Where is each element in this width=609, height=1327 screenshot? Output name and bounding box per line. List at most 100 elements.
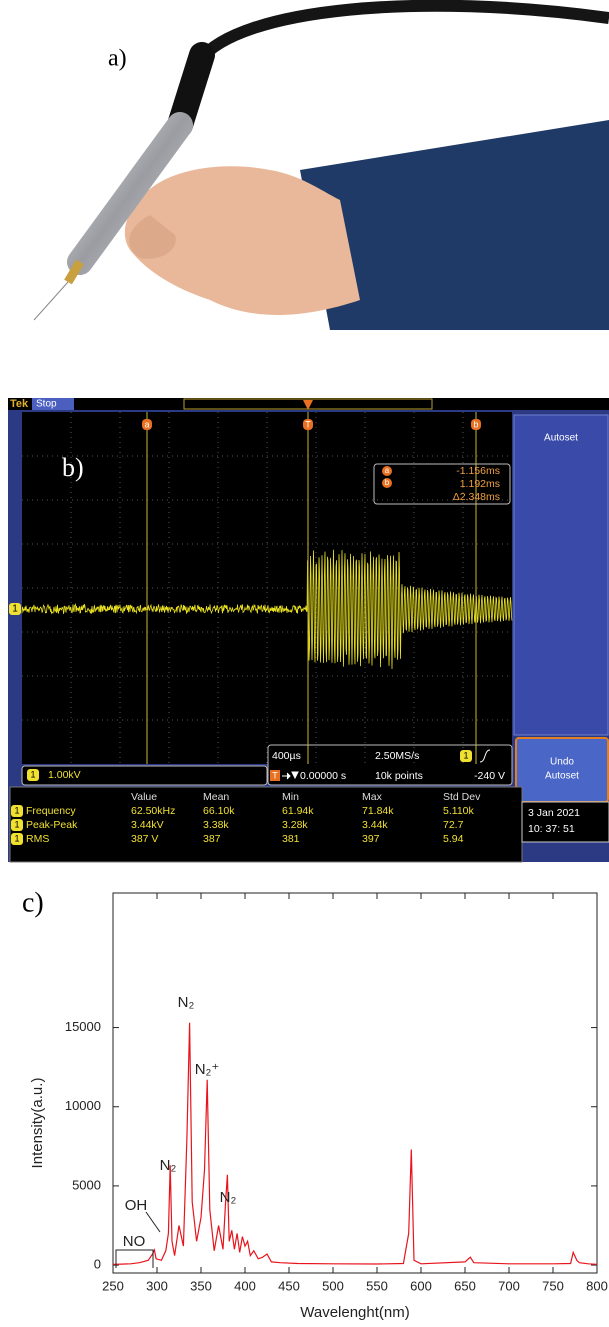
trigger-icon (270, 770, 280, 781)
vertical-scale: 1.00kV (48, 769, 81, 781)
cursor-icon-label: b (385, 478, 390, 487)
table-cell: 3.44kV (131, 819, 164, 831)
x-tick-label: 600 (410, 1278, 432, 1293)
table-cell: 62.50kHz (131, 805, 175, 817)
table-cell: 5.110k (443, 805, 474, 817)
table-cell: 71.84k (362, 805, 394, 817)
table-header: Min (282, 791, 299, 803)
date: 3 Jan 2021 (528, 807, 580, 819)
x-tick-label: 550 (366, 1278, 388, 1293)
peak-annotation: N₂ (178, 994, 195, 1011)
table-cell: 72.7 (443, 819, 464, 831)
cursor-tag (471, 419, 481, 430)
annotation-pointer (145, 1211, 161, 1233)
channel-box (21, 765, 268, 786)
trigger-pos-arrow (282, 771, 299, 780)
trigger-level: -240 V (474, 770, 505, 782)
panel-label: b) (62, 453, 84, 482)
cursor-tag (303, 419, 313, 430)
y-tick-label: 10000 (65, 1098, 101, 1113)
x-tick-label: 700 (498, 1278, 520, 1293)
table-header: Mean (203, 791, 229, 803)
table-cell: Peak-Peak (26, 819, 78, 831)
table-cell: 3.28k (282, 819, 308, 831)
sample-rate: 2.50MS/s (375, 750, 419, 762)
table-header: Std Dev (443, 791, 481, 803)
table-cell: 61.94k (282, 805, 314, 817)
trigger-position: 0.00000 s (300, 770, 346, 782)
menu-item: Autoset (544, 433, 578, 444)
table-cell: 387 (203, 833, 221, 845)
cursor-readout: Δ2.348ms (453, 491, 500, 503)
state-box (32, 398, 74, 410)
time: 10: 37: 51 (528, 823, 575, 835)
trigger-arrow (303, 400, 313, 410)
channel-icon (460, 750, 472, 762)
peak-annotation: NO (123, 1233, 146, 1250)
cursor-icon (382, 478, 392, 488)
panel-label: c) (22, 887, 44, 918)
cursor-readout: -1.156ms (456, 465, 500, 477)
x-tick-label: 350 (190, 1278, 212, 1293)
cursor-tag-label: b (473, 419, 478, 429)
cursor-readout: 1.192ms (460, 478, 500, 490)
table-cell: Frequency (26, 805, 76, 817)
cursor-tag-label: T (305, 419, 311, 429)
hand (124, 166, 360, 315)
record-length: 10k points (375, 770, 423, 782)
channel-icon-label: 1 (30, 769, 35, 779)
no-bracket (115, 1249, 154, 1268)
timebase: 400µs (272, 750, 301, 762)
oscilloscope (8, 398, 609, 863)
y-tick-label: 5000 (72, 1177, 101, 1192)
channel-icon-label: 1 (463, 750, 468, 760)
timebase-box (267, 744, 513, 786)
x-tick-label: 500 (322, 1278, 344, 1293)
pen-tip (64, 259, 84, 285)
channel-icon-label: 1 (14, 819, 19, 829)
state: Stop (36, 399, 57, 410)
channel-marker (9, 603, 21, 615)
channel-marker-label: 1 (12, 604, 18, 615)
plot-frame (112, 892, 598, 1274)
table-header: Value (131, 791, 157, 803)
x-tick-label: 400 (234, 1278, 256, 1293)
channel-icon-label: 1 (14, 805, 19, 815)
table-cell: 3.38k (203, 819, 229, 831)
x-tick-label: 250 (102, 1278, 124, 1293)
channel-icon (11, 833, 23, 845)
trigger-slope (479, 749, 491, 763)
side-menu (513, 414, 609, 736)
thumb (129, 215, 176, 259)
x-tick-label: 300 (146, 1278, 168, 1293)
clock-box (521, 801, 609, 843)
channel-icon (11, 805, 23, 817)
channel-icon-label: 1 (14, 833, 19, 843)
y-tick-label: 15000 (65, 1019, 101, 1034)
y-axis-label: Intensity(a.u.) (29, 1078, 46, 1169)
brand: Tek (10, 398, 29, 410)
sleeve (300, 120, 609, 330)
pen-body (67, 112, 193, 275)
cursor-tag-label: a (144, 419, 149, 429)
measurement-table (9, 786, 523, 863)
button-label: Undo (550, 757, 574, 768)
table-cell: RMS (26, 833, 49, 845)
peak-annotation: N₂ (220, 1189, 237, 1206)
table-cell: 3.44k (362, 819, 388, 831)
needle (33, 281, 69, 321)
table-cell: 381 (282, 833, 300, 845)
channel-icon (27, 769, 39, 781)
trigger-icon-label: T (272, 770, 278, 780)
cable (195, 0, 609, 64)
peak-annotation: N₂⁺ (195, 1061, 220, 1078)
button-label: Autoset (545, 771, 579, 782)
spectrum-line (112, 1022, 598, 1265)
x-tick-label: 650 (454, 1278, 476, 1293)
waveform (21, 549, 513, 670)
table-cell: 387 V (131, 833, 158, 845)
peak-annotation: N₂ (160, 1157, 177, 1174)
table-cell: 397 (362, 833, 380, 845)
panel-label: a) (108, 46, 127, 72)
